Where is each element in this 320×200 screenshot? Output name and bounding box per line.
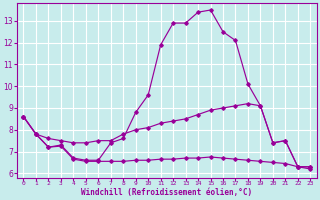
X-axis label: Windchill (Refroidissement éolien,°C): Windchill (Refroidissement éolien,°C) (81, 188, 252, 197)
